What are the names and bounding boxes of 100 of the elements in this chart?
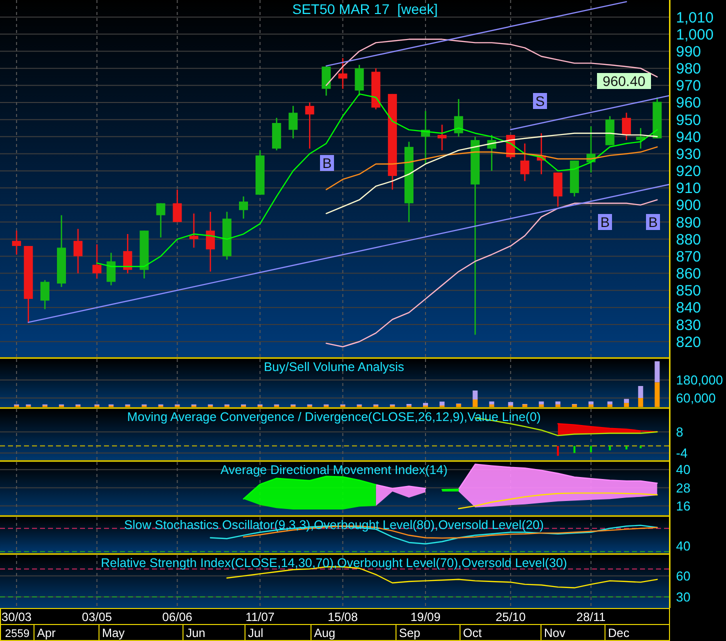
y-tick-label: 940 — [676, 128, 702, 146]
y-tick-label: 900 — [676, 197, 702, 214]
bar — [538, 401, 544, 404]
candlestick — [305, 102, 314, 150]
x-tick-label: 06/06 — [162, 610, 193, 624]
candlestick — [238, 196, 248, 220]
text: Jun — [186, 626, 206, 640]
line-series — [458, 492, 658, 510]
candlestick — [92, 244, 102, 280]
y-tick-label: 28 — [676, 480, 690, 496]
bar — [654, 382, 660, 407]
candlestick — [106, 252, 116, 286]
y-tick-label: 980 — [676, 60, 702, 78]
y-tick-label: 40 — [676, 462, 690, 478]
line-series — [326, 199, 658, 348]
chart-title: Moving Average Convergence / Divergence(CLOSE,26,12,9),Value Line(0) — [127, 410, 541, 424]
candlestick — [288, 105, 298, 140]
annotation: 960.40 — [602, 73, 646, 89]
candlestick — [354, 64, 364, 96]
bar — [508, 402, 514, 406]
annotation: B — [600, 214, 610, 230]
candlestick — [622, 112, 631, 141]
y-tick-label: 890 — [676, 214, 702, 232]
y-tick-label: 950 — [676, 112, 702, 129]
x-tick-label: 11/07 — [245, 610, 275, 624]
text: Sep — [399, 626, 421, 640]
y-tick-label: 1,000 — [676, 26, 714, 44]
bar — [440, 402, 445, 406]
candlestick — [74, 228, 83, 274]
bar — [489, 404, 494, 407]
chart-title: Buy/Sell Volume Analysis — [264, 360, 404, 374]
y-tick-label: 180,000 — [676, 372, 723, 388]
bar — [638, 386, 644, 398]
y-tick-label: 16 — [676, 498, 690, 514]
candlestick — [189, 212, 198, 248]
annotation: S — [535, 93, 545, 109]
chart-title: Relative Strength Index(CLOSE,14,30,70),Overbought Level(70),Oversold Level(30) — [100, 556, 568, 570]
y-tick-label: 8 — [676, 424, 684, 440]
text: Nov — [544, 626, 566, 640]
y-tick-label: 820 — [676, 334, 702, 351]
bar — [423, 402, 428, 406]
bar — [522, 404, 528, 407]
bar — [638, 398, 644, 407]
text: 2559 — [5, 628, 30, 640]
bar — [607, 401, 612, 404]
candlestick — [12, 230, 22, 256]
y-tick-label: 960 — [676, 94, 702, 112]
annotation: B — [648, 214, 658, 230]
y-tick-label: 60 — [676, 568, 690, 584]
y-tick-label: 1,010 — [676, 9, 714, 26]
candlestick — [206, 211, 215, 272]
y-tick-label: 830 — [676, 316, 702, 334]
candlestick — [156, 202, 166, 238]
x-tick-label: 15/08 — [328, 610, 358, 624]
y-tick-label: 850 — [676, 282, 702, 300]
candlestick — [338, 57, 348, 90]
candlestick — [40, 279, 50, 310]
candlestick — [123, 233, 132, 274]
bar — [654, 361, 660, 382]
candlestick — [172, 188, 182, 223]
bar — [624, 402, 629, 407]
y-tick-label: 60,000 — [676, 390, 716, 406]
y-tick-label: 920 — [676, 163, 702, 180]
text: Oct — [463, 626, 482, 640]
candlestick — [322, 66, 331, 96]
x-tick-label: 30/03 — [2, 610, 32, 624]
chart-title: Average Directional Movement Index(14) — [220, 463, 448, 477]
y-tick-label: 860 — [676, 266, 702, 283]
y-tick-label: 970 — [676, 78, 702, 95]
text: Jul — [248, 626, 264, 640]
bar — [572, 404, 577, 407]
candlestick — [636, 127, 646, 150]
bar — [538, 404, 544, 407]
x-tick-label: 19/09 — [410, 610, 441, 624]
bar — [555, 404, 560, 407]
chart-title: SET50 MAR 17 [week] — [292, 1, 438, 17]
y-tick-label: 880 — [676, 231, 702, 248]
bar — [624, 398, 629, 403]
y-tick-label: 30 — [676, 589, 690, 604]
bar — [555, 401, 560, 404]
y-tick-label: 840 — [676, 300, 702, 317]
candlestick — [438, 124, 447, 151]
y-tick-label: 990 — [676, 43, 702, 60]
x-tick-label: 03/05 — [82, 610, 112, 624]
candlestick — [520, 142, 530, 182]
bar — [456, 404, 462, 407]
annotation: B — [322, 155, 332, 171]
candlestick — [454, 98, 464, 138]
bar — [489, 401, 494, 404]
text: May — [102, 626, 125, 640]
candlestick — [553, 172, 562, 208]
text: Dec — [608, 626, 630, 640]
y-tick-label: 870 — [676, 248, 702, 266]
y-tick-label: -4 — [676, 446, 688, 461]
bar — [588, 404, 594, 407]
y-tick-label: 930 — [676, 146, 702, 163]
bar — [472, 400, 478, 407]
bar — [588, 401, 594, 404]
bar — [607, 404, 612, 407]
text: Aug — [314, 626, 336, 640]
